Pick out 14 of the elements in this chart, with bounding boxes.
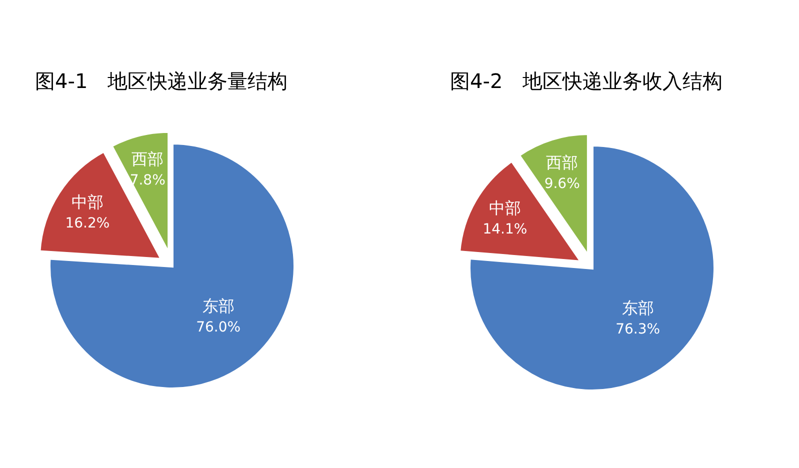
data-label: 16.2% [65,216,110,232]
slice-label: 西部 [132,149,164,168]
data-label: 76.3% [616,322,660,338]
data-label: 14.1% [482,222,528,238]
slice-label: 中部 [488,198,521,218]
slice-label: 西部 [546,152,578,172]
slice-label: 东部 [202,296,234,316]
chart-title: 图4-2 地区快递业务收入结构 [450,69,723,93]
slice-label: 东部 [622,298,654,318]
chart-title: 图4-1 地区快递业务量结构 [35,69,288,93]
data-label: 76.0% [196,319,241,336]
data-label: 7.8% [130,172,166,188]
slice-label: 中部 [71,192,104,212]
data-label: 9.6% [544,176,580,192]
